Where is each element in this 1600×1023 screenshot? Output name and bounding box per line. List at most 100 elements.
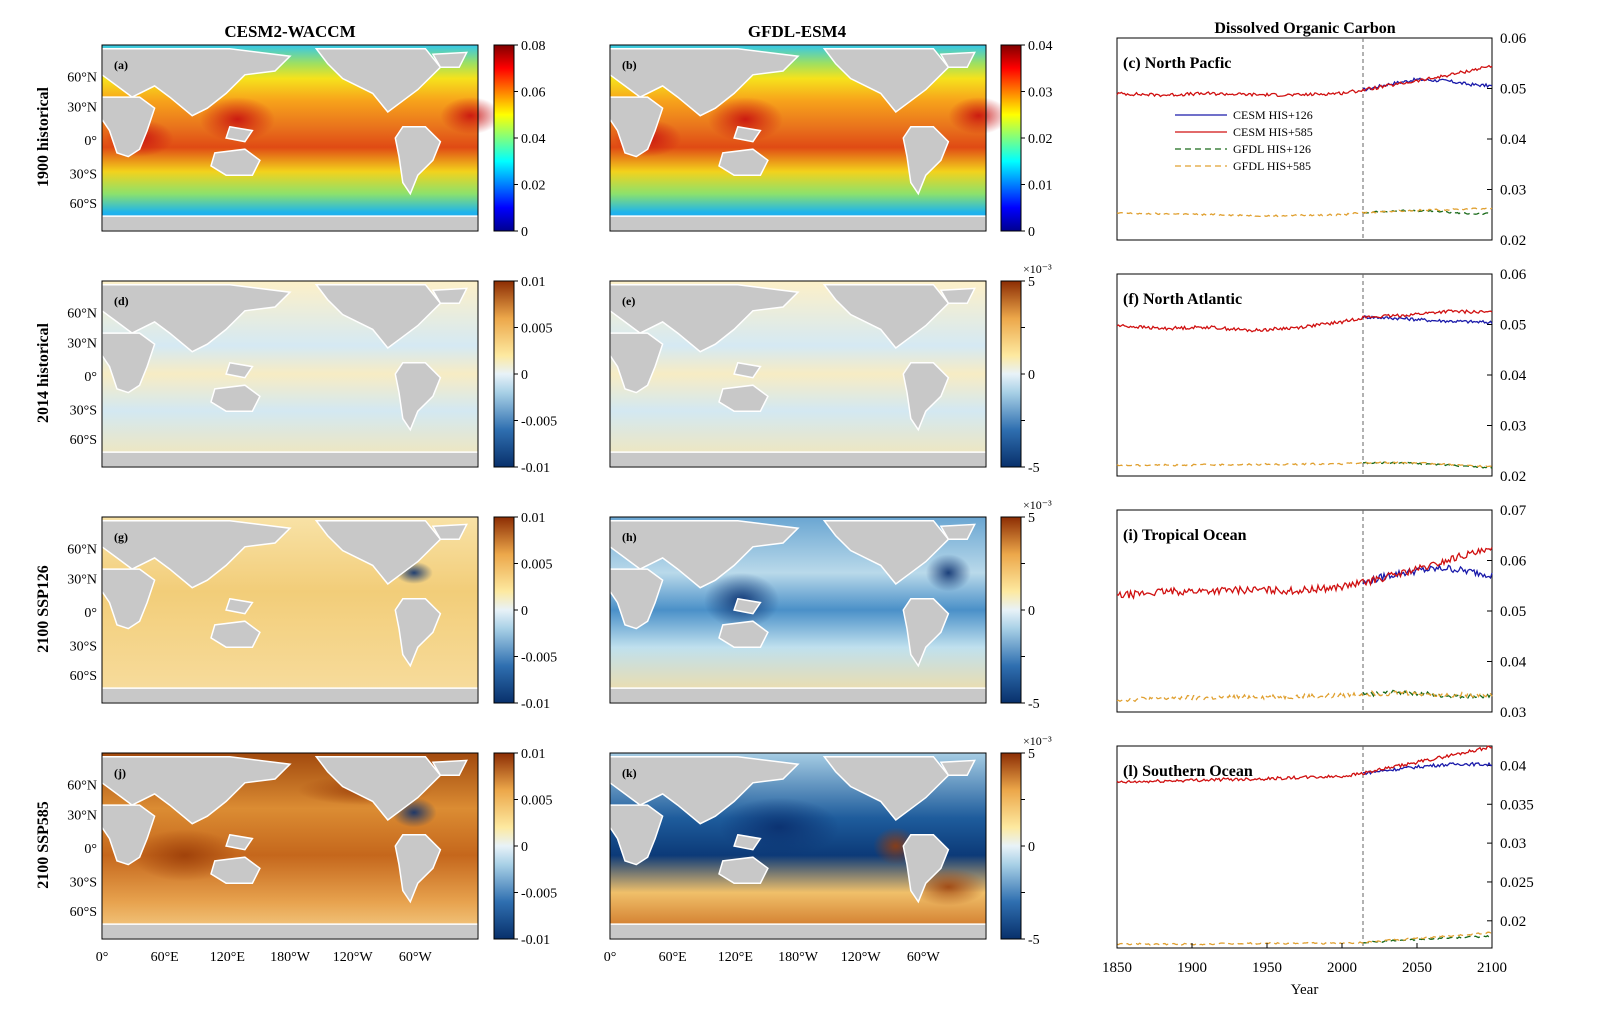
land-mass: [210, 856, 261, 884]
colorbar-tick-label: 0.01: [521, 275, 546, 290]
colorbar-tick-label: -5: [1028, 461, 1040, 476]
colorbar-tick-label: 0: [521, 225, 528, 240]
colorbar-tick-label: 0: [1028, 368, 1035, 383]
y-tick-label: 0.02: [1500, 469, 1526, 485]
series-line: [1116, 931, 1493, 946]
land-mass: [609, 755, 800, 825]
land-mass: [394, 598, 442, 668]
y-tick-label: 0.06: [1500, 31, 1527, 47]
colorbar-tick-label: -5: [1028, 697, 1040, 712]
lat-tick-label: 60°S: [70, 905, 97, 920]
colorbar-gradient: [1000, 280, 1022, 468]
map-panel: (e): [609, 280, 987, 468]
col-title-doc: Dissolved Organic Carbon: [1214, 20, 1395, 37]
map-panel: (h): [609, 516, 987, 704]
colorbar: 5 0 -5 ×10⁻³: [1000, 734, 1052, 948]
row-label-ssp585: 2100 SSP585: [35, 801, 52, 889]
chart-frame: [1116, 37, 1493, 241]
lat-tick-label: 0°: [84, 134, 97, 149]
series-line: [1116, 460, 1493, 468]
colorbar-tick-label: 0.01: [1028, 179, 1053, 194]
lon-tick-label: 60°E: [659, 950, 687, 965]
chart-title: (c) North Pacfic: [1123, 55, 1231, 72]
legend-label: CESM HIS+126: [1233, 108, 1313, 122]
land-mass: [609, 451, 987, 468]
colorbar-tick-label: 0: [521, 368, 528, 383]
lat-tick-label: 60°S: [70, 197, 97, 212]
land-mass: [210, 620, 261, 648]
map-frame: [609, 280, 987, 468]
land-mass: [101, 215, 479, 232]
lon-tick-label: 120°E: [718, 950, 753, 965]
colorbar-tick-label: -0.01: [521, 461, 550, 476]
colorbar-gradient: [493, 752, 515, 940]
series-line: [1362, 761, 1493, 776]
colorbar-tick-label: -0.005: [521, 415, 557, 430]
map-panel: (j) 60°N 30°N 0° 30°S 60°S 0° 60°E 120°E 180°W 120…: [67, 752, 479, 965]
line-chart-panel: 0.06 0.05 0.04 0.03 0.02 (f) North Atlantic: [1116, 267, 1527, 485]
colorbar-tick-label: 0.04: [521, 132, 546, 147]
colorbar-tick-label: 5: [1028, 511, 1035, 526]
col-title-gfdl: GFDL-ESM4: [748, 22, 847, 41]
legend-label: CESM HIS+585: [1233, 125, 1313, 139]
colorbar-tick-label: 0: [1028, 840, 1035, 855]
land-mass: [314, 283, 442, 350]
land-mass: [939, 51, 976, 69]
anomaly-patch: [719, 797, 840, 858]
anomaly-patch: [925, 554, 971, 592]
lat-tick-label: 30°N: [67, 100, 97, 115]
y-tick-label: 0.04: [1500, 655, 1527, 671]
lon-tick-label: 120°W: [333, 950, 374, 965]
land-mass: [718, 620, 769, 648]
land-mass: [902, 598, 950, 668]
lat-tick-label: 30°N: [67, 336, 97, 351]
legend-label: GFDL HIS+126: [1233, 142, 1311, 156]
colorbar-tick-label: 0.01: [521, 511, 546, 526]
colorbar-tick-label: 0: [521, 604, 528, 619]
lat-tick-label: 0°: [84, 842, 97, 857]
map-panel: (a) 60°N 30°N 0° 30°S 60°S: [67, 44, 501, 232]
x-tick-label: 1850: [1102, 960, 1132, 976]
map-panel: (d) 60°N 30°N 0° 30°S 60°S: [67, 280, 479, 468]
lat-tick-label: 30°S: [70, 167, 97, 182]
land-mass: [101, 283, 292, 353]
anomaly-patch: [707, 97, 783, 142]
lon-tick-label: 0°: [604, 950, 617, 965]
x-tick-label: 1950: [1252, 960, 1282, 976]
y-tick-label: 0.04: [1500, 132, 1527, 148]
map-frame: [609, 516, 987, 704]
land-mass: [314, 47, 442, 114]
land-mass: [718, 384, 769, 412]
colorbar-tick-label: 0.02: [521, 179, 546, 194]
series-line: [1116, 745, 1493, 784]
lat-tick-label: 0°: [84, 370, 97, 385]
series-line: [1362, 315, 1493, 325]
anomaly-patch: [199, 97, 275, 142]
panel-label: (e): [622, 294, 635, 308]
land-mass: [609, 804, 664, 866]
lon-tick-label: 180°W: [270, 950, 311, 965]
lat-tick-label: 60°N: [67, 779, 97, 794]
y-tick-label: 0.03: [1500, 705, 1526, 721]
land-mass: [733, 833, 762, 851]
colorbar-tick-label: -0.01: [521, 933, 550, 948]
y-tick-label: 0.05: [1500, 82, 1526, 98]
y-tick-label: 0.025: [1500, 875, 1534, 891]
land-mass: [394, 362, 442, 432]
land-mass: [101, 96, 156, 158]
map-frame: [101, 44, 479, 232]
y-tick-label: 0.04: [1500, 368, 1527, 384]
land-mass: [431, 523, 468, 541]
colorbar: 5 0 -5 ×10⁻³: [1000, 498, 1052, 712]
land-mass: [101, 687, 479, 704]
panel-label: (j): [114, 766, 126, 780]
line-panels: 0.06 0.05 0.04 0.03 0.02 (c) North Pacfic CESM…: [1102, 31, 1534, 998]
land-mass: [609, 283, 800, 353]
colorbar: 5 0 -5 ×10⁻³: [1000, 262, 1052, 476]
land-mass: [822, 519, 950, 586]
land-mass: [101, 568, 156, 630]
y-tick-label: 0.03: [1500, 836, 1526, 852]
anomaly-patch: [132, 829, 238, 882]
land-mass: [431, 759, 468, 777]
panel-label: (k): [622, 766, 637, 780]
